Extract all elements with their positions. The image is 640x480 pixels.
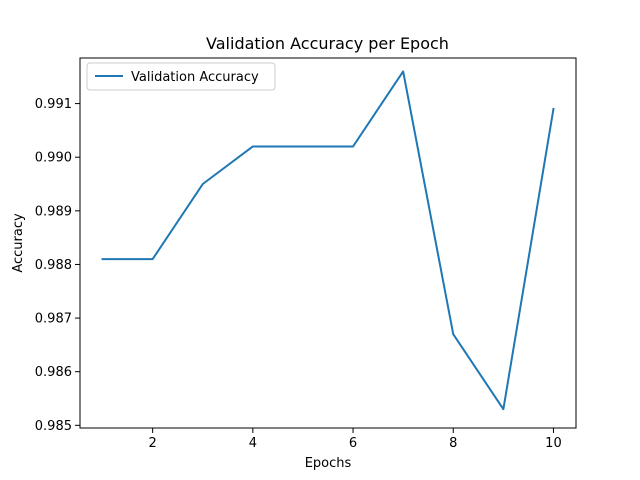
x-axis: 2 4 6 8 10 (149, 428, 562, 451)
series-line-validation-accuracy (101, 70, 555, 411)
y-axis: 0.985 0.986 0.987 0.988 0.989 0.990 0.991 (35, 97, 80, 434)
y-tick-label: 0.990 (35, 151, 72, 166)
series-layer (101, 70, 555, 411)
y-tick-label: 0.987 (35, 312, 72, 327)
y-axis-title: Accuracy (11, 213, 26, 273)
chart-title: Validation Accuracy per Epoch (206, 34, 449, 53)
x-tick-label: 6 (349, 436, 357, 451)
legend: Validation Accuracy (86, 62, 276, 91)
y-tick-label: 0.989 (35, 204, 72, 219)
y-tick-label: 0.991 (35, 97, 72, 112)
x-tick-label: 2 (149, 436, 157, 451)
y-tick-label: 0.988 (35, 258, 72, 273)
y-tick-label: 0.986 (35, 365, 72, 380)
x-tick-label: 8 (449, 436, 457, 451)
x-axis-title: Epochs (305, 456, 352, 471)
plot-area-frame (79, 57, 577, 429)
x-tick-label: 4 (249, 436, 257, 451)
y-tick-label: 0.985 (35, 419, 72, 434)
legend-label: Validation Accuracy (131, 70, 259, 85)
legend-box (86, 62, 276, 91)
x-tick-label: 10 (545, 436, 562, 451)
